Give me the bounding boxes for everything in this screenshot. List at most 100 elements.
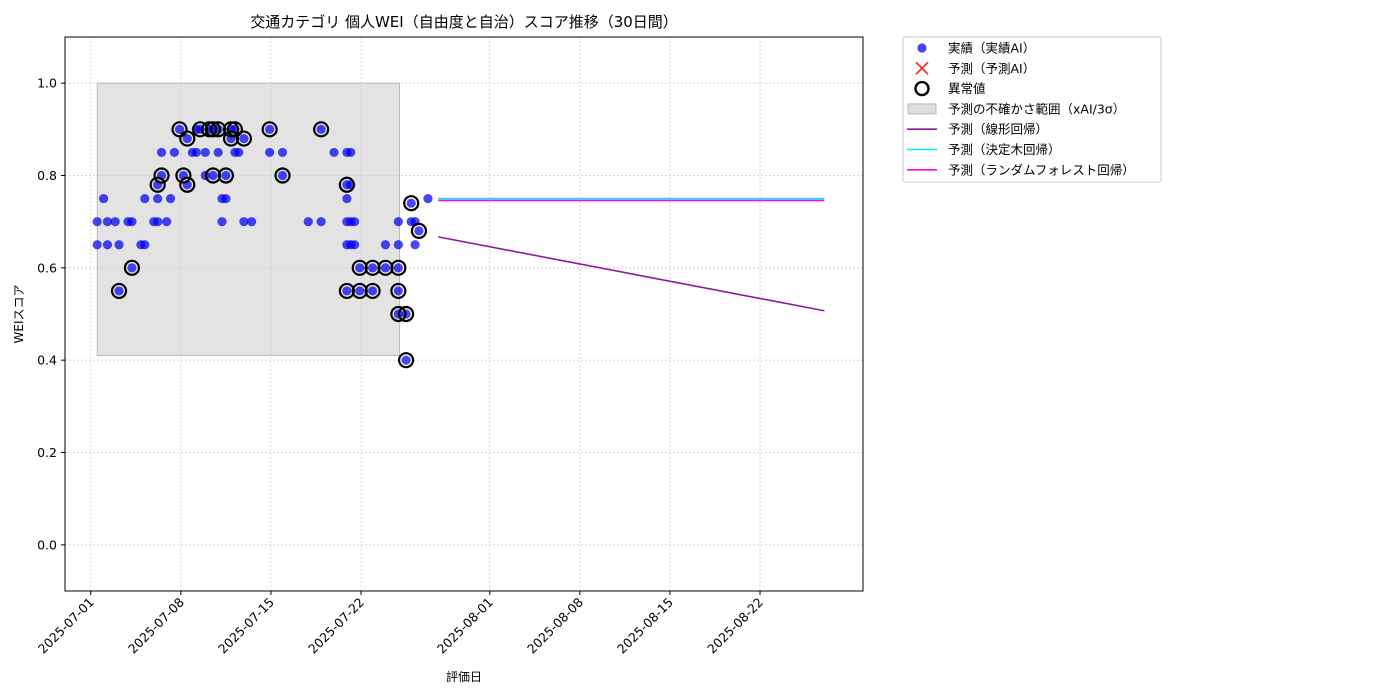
data-point bbox=[380, 263, 391, 273]
anomaly-marker bbox=[179, 176, 196, 193]
data-point bbox=[393, 286, 403, 296]
y-tick-label: 0.4 bbox=[37, 353, 57, 368]
anomaly-marker bbox=[364, 259, 381, 276]
legend-marker-dot bbox=[917, 43, 927, 53]
data-point bbox=[102, 240, 113, 250]
data-point bbox=[221, 193, 231, 204]
data-point bbox=[355, 263, 365, 273]
data-point bbox=[342, 286, 352, 296]
data-point bbox=[346, 147, 356, 158]
data-point bbox=[92, 217, 102, 227]
data-point bbox=[140, 193, 150, 204]
anomaly-marker bbox=[397, 352, 415, 369]
data-point bbox=[114, 286, 124, 296]
data-point bbox=[165, 193, 176, 204]
data-point bbox=[265, 147, 275, 158]
data-point bbox=[114, 240, 124, 250]
anomaly-marker bbox=[204, 167, 222, 184]
legend-marker-band bbox=[907, 103, 937, 115]
plot-frame bbox=[64, 36, 864, 592]
data-point bbox=[423, 193, 433, 204]
data-point bbox=[182, 133, 192, 144]
data-point bbox=[316, 217, 326, 227]
y-tick-label: 0.6 bbox=[37, 260, 57, 275]
legend-marker-x bbox=[915, 61, 929, 75]
anomaly-marker bbox=[110, 282, 128, 300]
anomaly-marker bbox=[192, 121, 209, 138]
data-point bbox=[380, 240, 391, 250]
data-point bbox=[406, 198, 416, 208]
anomaly-marker bbox=[410, 222, 428, 239]
data-point bbox=[127, 263, 137, 273]
x-tick-label: 2025-08-01 bbox=[434, 595, 496, 657]
data-point bbox=[329, 147, 339, 158]
data-point bbox=[217, 217, 227, 227]
x-tick-label: 2025-07-01 bbox=[35, 595, 97, 657]
anomaly-marker bbox=[149, 176, 166, 193]
data-point bbox=[355, 286, 365, 296]
x-axis-label: 評価日 bbox=[446, 669, 482, 684]
anomaly-marker bbox=[377, 259, 394, 276]
legend-label: 予測（予測AI） bbox=[948, 61, 1035, 76]
y-axis-label: WEIスコア bbox=[12, 285, 26, 344]
data-point bbox=[213, 147, 223, 158]
x-tick-label: 2025-08-22 bbox=[704, 595, 766, 657]
anomaly-marker bbox=[210, 121, 227, 138]
data-point bbox=[303, 217, 313, 227]
x-tick-label: 2025-07-08 bbox=[125, 594, 187, 656]
prediction-lines bbox=[438, 197, 825, 312]
legend-label: 予測（決定木回帰） bbox=[948, 142, 1061, 157]
data-point bbox=[99, 193, 109, 204]
data-point bbox=[316, 124, 326, 134]
data-point bbox=[200, 147, 210, 158]
data-point bbox=[174, 124, 185, 134]
x-tick-label: 2025-07-22 bbox=[305, 595, 367, 657]
x-axis: 2025-07-01 2025-07-08 2025-07-15 2025-07-22… bbox=[35, 591, 766, 656]
data-point bbox=[156, 147, 167, 158]
data-point bbox=[277, 147, 288, 158]
x-tick-label: 2025-07-15 bbox=[215, 595, 277, 657]
data-point bbox=[401, 355, 411, 365]
prediction-line bbox=[438, 236, 825, 312]
anomaly-marker bbox=[351, 282, 368, 300]
data-point bbox=[102, 217, 113, 227]
legend-label: 予測（ランダムフォレスト回帰） bbox=[948, 162, 1135, 177]
actual-points bbox=[92, 124, 433, 365]
anomaly-marker bbox=[338, 176, 355, 193]
data-point bbox=[110, 217, 120, 227]
data-point bbox=[239, 217, 249, 227]
legend-label: 予測の不確かさ範囲（xAI/3σ） bbox=[948, 101, 1125, 116]
data-point bbox=[162, 217, 172, 227]
data-point bbox=[414, 226, 424, 236]
y-tick-label: 0.8 bbox=[37, 168, 57, 183]
anomaly-marker bbox=[123, 259, 141, 276]
data-point bbox=[277, 170, 288, 181]
legend-frame bbox=[902, 36, 1162, 183]
data-point bbox=[265, 124, 275, 134]
legend-marker-ring bbox=[914, 80, 930, 97]
data-point bbox=[153, 217, 163, 227]
anomaly-marker bbox=[222, 130, 240, 147]
legend-label: 異常値 bbox=[948, 81, 986, 96]
anomaly-marker bbox=[175, 167, 192, 184]
anomaly-marker bbox=[390, 305, 407, 323]
data-point bbox=[208, 170, 218, 181]
anomaly-marker bbox=[390, 282, 407, 300]
data-point bbox=[127, 217, 137, 227]
data-point bbox=[410, 240, 420, 250]
data-point bbox=[140, 240, 150, 250]
anomaly-marker bbox=[274, 167, 291, 184]
anomaly-marker bbox=[235, 130, 253, 147]
y-tick-label: 0.2 bbox=[37, 445, 57, 460]
y-axis: 0.0 0.2 0.4 0.6 0.8 1.0 bbox=[37, 76, 65, 552]
data-point bbox=[191, 147, 201, 158]
anomaly-marker bbox=[204, 121, 222, 138]
anomaly-marker bbox=[390, 259, 407, 276]
data-point bbox=[221, 170, 231, 181]
data-point bbox=[393, 217, 403, 227]
anomaly-marker bbox=[397, 305, 415, 323]
anomaly-marker bbox=[261, 121, 278, 138]
data-point bbox=[153, 193, 163, 204]
